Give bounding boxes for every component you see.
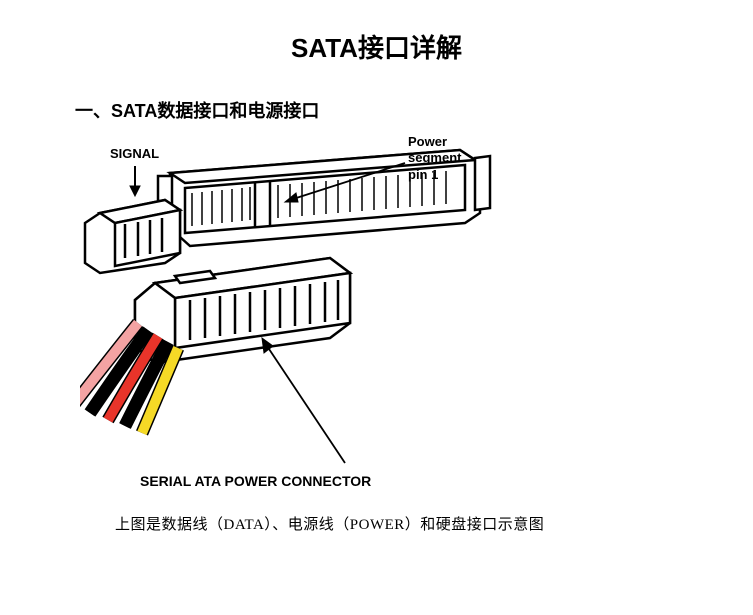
page-title: SATA接口详解 — [0, 28, 753, 65]
bottom-connector-label: SERIAL ATA POWER CONNECTOR — [140, 473, 371, 489]
connector-illustration — [80, 128, 680, 498]
signal-connector — [85, 200, 180, 273]
power-segment-line1: Power — [408, 134, 461, 150]
power-segment-line2: segment — [408, 150, 461, 166]
power-segment-label: Power segment pin 1 — [408, 134, 461, 183]
signal-label: SIGNAL — [110, 146, 159, 161]
power-wires — [80, 323, 178, 433]
diagram-caption: 上图是数据线（DATA）、电源线（POWER）和硬盘接口示意图 — [115, 513, 753, 534]
sata-diagram: SIGNAL Power segment pin 1 SERIAL ATA PO… — [80, 128, 680, 498]
section-heading: 一、SATA数据接口和电源接口 — [75, 97, 753, 123]
power-segment-line3: pin 1 — [408, 167, 461, 183]
